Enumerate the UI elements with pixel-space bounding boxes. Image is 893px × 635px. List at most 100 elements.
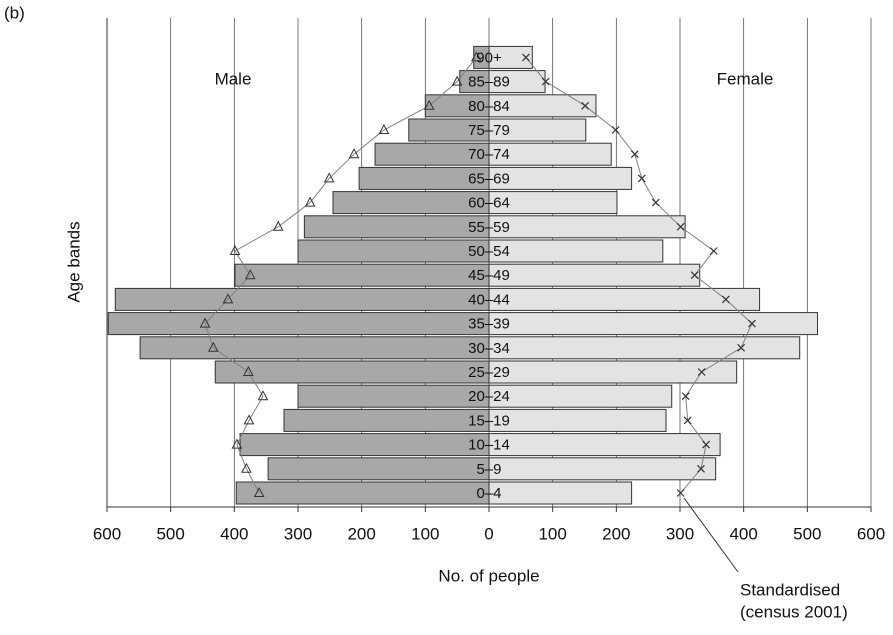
bar: [239, 433, 490, 457]
x-tick-label: 600: [857, 524, 885, 543]
marker: [709, 247, 718, 255]
bar: [234, 263, 490, 287]
annotation: (census 2001): [740, 602, 848, 621]
marker: [630, 150, 639, 159]
bar: [139, 336, 490, 360]
marker: [697, 368, 706, 376]
marker: [690, 271, 699, 280]
bar: [303, 215, 490, 239]
bar: [488, 166, 633, 190]
marker: [702, 440, 711, 449]
category-label: 50–54: [468, 243, 510, 260]
marker: [199, 317, 211, 328]
marker: [244, 269, 256, 280]
bar: [488, 191, 618, 215]
category-label: 80–84: [468, 98, 510, 115]
marker: [423, 99, 435, 110]
marker: [748, 319, 756, 328]
x-tick-label: 200: [602, 524, 630, 543]
category-label: 10–14: [468, 437, 510, 454]
category-label: 75–79: [468, 122, 510, 139]
bar: [332, 191, 490, 215]
marker: [681, 392, 690, 401]
bar: [488, 433, 721, 457]
bar: [488, 360, 738, 384]
bar: [488, 384, 673, 408]
category-label: 85–89: [468, 74, 510, 91]
x-tick-label: 300: [666, 524, 694, 543]
bar: [488, 94, 597, 118]
marker: [348, 148, 360, 159]
marker: [272, 220, 284, 231]
marker: [522, 53, 530, 62]
marker: [304, 196, 316, 207]
category-label: 25–29: [468, 364, 510, 381]
category-label: 60–64: [468, 195, 510, 212]
category-label: 45–49: [468, 267, 510, 284]
category-label: 55–59: [468, 219, 510, 236]
x-tick-label: 400: [220, 524, 248, 543]
bar: [488, 215, 686, 239]
marker: [243, 365, 254, 376]
category-label: 40–44: [468, 291, 510, 308]
category-label: 0–4: [476, 485, 501, 502]
bar: [488, 336, 801, 360]
bar: [488, 118, 587, 142]
bar: [283, 408, 490, 432]
x-axis-label: No. of people: [438, 566, 539, 585]
category-label: 15–19: [468, 412, 510, 429]
legend-label: Female: [717, 69, 774, 88]
marker: [611, 126, 620, 134]
legend-label: Male: [215, 69, 252, 88]
x-tick-label: 600: [93, 524, 121, 543]
bar: [488, 481, 633, 505]
x-tick-label: 400: [729, 524, 757, 543]
annotation-line: [683, 497, 739, 573]
x-tick-label: 100: [538, 524, 566, 543]
marker: [231, 438, 243, 449]
bar: [488, 408, 667, 432]
marker: [541, 77, 550, 86]
category-label: 35–39: [468, 316, 510, 333]
bar: [214, 360, 490, 384]
bar: [488, 287, 761, 311]
marker: [222, 293, 234, 304]
marker: [229, 244, 241, 255]
bar: [297, 239, 490, 263]
x-tick-label: 500: [156, 524, 184, 543]
y-axis-label: Age bands: [64, 221, 83, 302]
category-label: 70–74: [468, 146, 510, 163]
marker: [581, 101, 590, 110]
category-label: 20–24: [468, 388, 510, 405]
bar: [235, 481, 490, 505]
marker: [207, 341, 219, 352]
bar: [488, 45, 533, 69]
panel-label: (b): [4, 3, 25, 22]
marker: [257, 390, 269, 401]
bar: [267, 457, 490, 481]
annotation: Standardised: [740, 580, 840, 599]
x-tick-label: 100: [411, 524, 439, 543]
marker: [683, 416, 692, 425]
category-label: 90+: [476, 49, 502, 66]
marker: [243, 414, 255, 425]
bar: [114, 287, 490, 311]
x-tick-label: 500: [793, 524, 821, 543]
marker: [676, 489, 685, 497]
bar: [488, 263, 701, 287]
standardised-line: [204, 57, 477, 494]
marker: [241, 462, 252, 473]
x-tick-label: 0: [484, 524, 493, 543]
marker: [637, 174, 646, 183]
marker: [721, 295, 730, 304]
marker: [651, 198, 660, 207]
category-label: 30–34: [468, 340, 510, 357]
bar: [488, 457, 717, 481]
x-tick-label: 300: [284, 524, 312, 543]
marker: [253, 486, 265, 497]
bar: [488, 239, 664, 263]
marker: [378, 123, 390, 134]
marker: [451, 75, 463, 86]
